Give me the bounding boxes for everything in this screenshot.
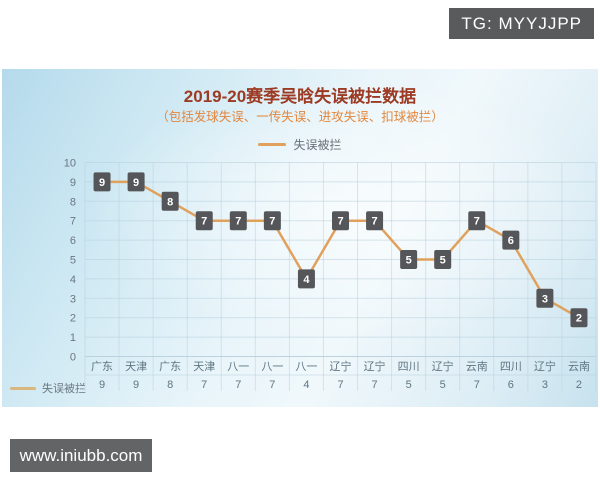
legend-line-icon: [10, 386, 36, 390]
point-value-label: 7: [337, 216, 343, 228]
series-line: [100, 180, 581, 319]
point-marker: [366, 211, 384, 231]
y-tick-label: 6: [70, 235, 76, 247]
point-marker: [536, 288, 554, 308]
point-marker: [434, 250, 452, 269]
point-value-label: 6: [508, 235, 514, 247]
table-value: 9: [133, 379, 139, 391]
table-value: 6: [508, 379, 514, 391]
x-category-label: 四川: [500, 361, 522, 373]
y-tick-label: 5: [70, 255, 76, 267]
x-category-label: 云南: [568, 360, 590, 373]
point-value-label: 2: [576, 313, 582, 325]
chart-panel: 2019-20赛季吴晗失误被拦数据 （包括发球失误、一传失误、进攻失误、扣球被拦…: [2, 69, 598, 407]
table-value: 7: [337, 379, 343, 391]
x-category-label: 辽宁: [364, 359, 386, 373]
x-category-label: 广东: [159, 360, 181, 373]
point-marker: [502, 230, 520, 250]
point-marker: [263, 211, 281, 231]
site-watermark-badge: www.iniubb.com: [10, 439, 152, 472]
table-value: 7: [474, 379, 480, 391]
point-value-label: 4: [303, 274, 310, 286]
table-value: 7: [201, 379, 207, 391]
point-marker: [195, 211, 213, 231]
point-value-label: 7: [372, 216, 378, 228]
point-value-label: 7: [201, 216, 207, 228]
y-tick-label: 0: [70, 352, 76, 364]
point-value-label: 5: [440, 255, 446, 267]
legend: 失误被拦: [258, 136, 342, 153]
point-value-label: 7: [269, 216, 275, 228]
x-category-label: 辽宁: [534, 359, 556, 373]
table-value: 8: [167, 379, 173, 391]
table-row-legend: 失误被拦: [10, 380, 86, 396]
point-value-label: 9: [133, 177, 139, 189]
legend-label: 失误被拦: [293, 138, 342, 152]
legend-line-icon: [258, 143, 287, 146]
table-value: 7: [269, 379, 275, 391]
table-value: 4: [303, 379, 309, 391]
x-category-label: 广东: [91, 360, 113, 373]
point-marker: [400, 250, 418, 269]
point-marker: [332, 211, 349, 231]
y-tick-label: 9: [70, 177, 76, 189]
x-category-label: 云南: [466, 360, 488, 373]
point-value-label: 7: [235, 216, 241, 228]
y-tick-label: 10: [64, 158, 76, 170]
table-value: 3: [542, 379, 548, 391]
point-marker: [570, 308, 588, 328]
x-category-label: 八一: [261, 361, 283, 373]
y-tick-label: 4: [70, 274, 76, 286]
point-marker: [468, 211, 486, 231]
y-tick-label: 8: [70, 196, 76, 208]
x-category-label: 辽宁: [432, 359, 454, 373]
table-value: 9: [99, 379, 105, 391]
point-marker: [297, 269, 315, 289]
table-value: 7: [235, 379, 241, 391]
table-value: 5: [440, 379, 446, 391]
chart-subtitle: （包括发球失误、一传失误、进攻失误、扣球被拦）: [156, 110, 444, 124]
x-category-label: 八一: [295, 361, 317, 373]
table-row-legend-label: 失误被拦: [42, 383, 86, 395]
x-category-label: 天津: [125, 360, 147, 373]
y-tick-label: 1: [70, 332, 76, 344]
y-tick-label: 2: [70, 313, 76, 325]
chart-title: 2019-20赛季吴晗失误被拦数据: [183, 87, 417, 106]
point-value-label: 8: [167, 196, 173, 208]
x-category-label: 天津: [193, 360, 215, 373]
point-value-label: 3: [542, 293, 548, 305]
tg-watermark-badge: TG: MYYJJPP: [449, 8, 594, 39]
table-value: 5: [406, 379, 412, 391]
point-marker: [93, 172, 111, 192]
y-tick-label: 7: [70, 216, 76, 228]
table-value: 2: [576, 379, 582, 391]
x-category-label: 四川: [398, 361, 420, 373]
table-value: 7: [372, 379, 378, 391]
y-tick-label: 3: [70, 293, 76, 305]
point-marker: [161, 191, 179, 211]
point-value-label: 9: [99, 177, 105, 189]
point-value-label: 5: [406, 255, 412, 267]
point-marker: [127, 172, 145, 192]
x-category-label: 辽宁: [330, 359, 352, 373]
x-category-label: 八一: [227, 361, 249, 373]
point-marker: [229, 211, 247, 231]
point-value-label: 7: [474, 216, 480, 228]
